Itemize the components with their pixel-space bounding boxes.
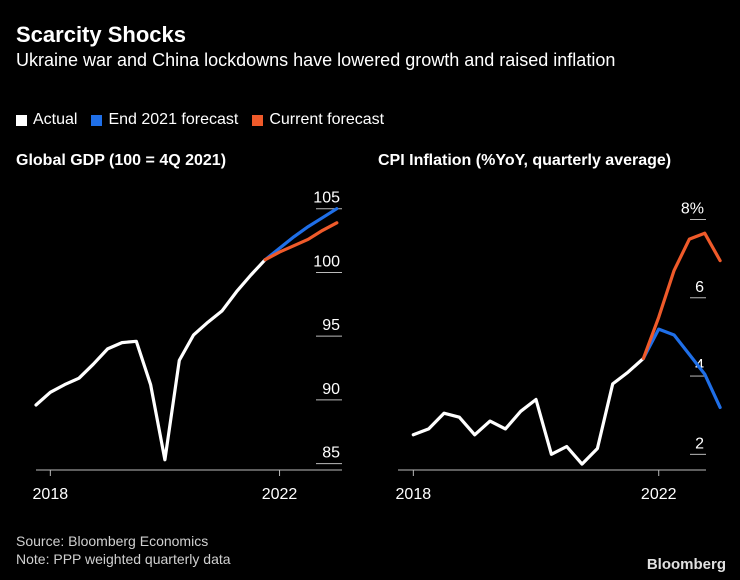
legend-item-end-2021-forecast: End 2021 forecast [91,111,238,129]
gdp-panel-title: Global GDP (100 = 4Q 2021) [16,152,227,169]
legend-swatch-end-2021-forecast [91,114,103,126]
cpi-y-tick-label: 2 [695,435,704,452]
gdp-series-current-forecast-line [263,221,339,262]
gdp-y-tick-label: 90 [322,381,340,398]
legend-swatch-actual [16,114,27,126]
cpi-series-actual-line [411,356,646,466]
cpi-series-current-forecast-line [641,231,722,360]
data-note: Note: PPP weighted quarterly data [16,551,231,567]
gdp-series-actual-line [34,258,267,462]
legend-label-current-forecast: Current forecast [269,111,385,128]
legend-label-actual: Actual [33,111,78,128]
gdp-y-tick-label: 85 [322,445,340,462]
legend: Actual End 2021 forecast Current forecas… [16,111,384,129]
cpi-y-tick-label: 8% [681,200,704,217]
gdp-x-tick-label: 2018 [33,486,69,503]
chart-subtitle: Ukraine war and China lockdowns have low… [16,50,616,70]
cpi-x-tick-label: 2022 [641,486,677,503]
gdp-y-tick-label: 95 [322,317,340,334]
legend-item-current-forecast: Current forecast [252,111,384,129]
legend-label-end-2021-forecast: End 2021 forecast [108,111,239,128]
cpi-x-tick-label: 2018 [396,486,432,503]
gdp-y-tick-label: 105 [313,190,340,207]
cpi-y-tick-label: 6 [695,279,704,296]
gdp-x-tick-label: 2022 [262,486,298,503]
gdp-series-end-2021-forecast-line [263,207,339,262]
legend-item-actual: Actual [16,111,77,129]
cpi-panel-title: CPI Inflation (%YoY, quarterly average) [378,152,672,169]
legend-swatch-current-forecast [252,114,264,126]
cpi-series-end-2021-forecast-line [641,327,722,409]
chart-title: Scarcity Shocks [16,22,186,47]
gdp-y-tick-label: 100 [313,253,340,270]
bloomberg-logo: Bloomberg [646,556,726,573]
source-note: Source: Bloomberg Economics [16,533,209,549]
